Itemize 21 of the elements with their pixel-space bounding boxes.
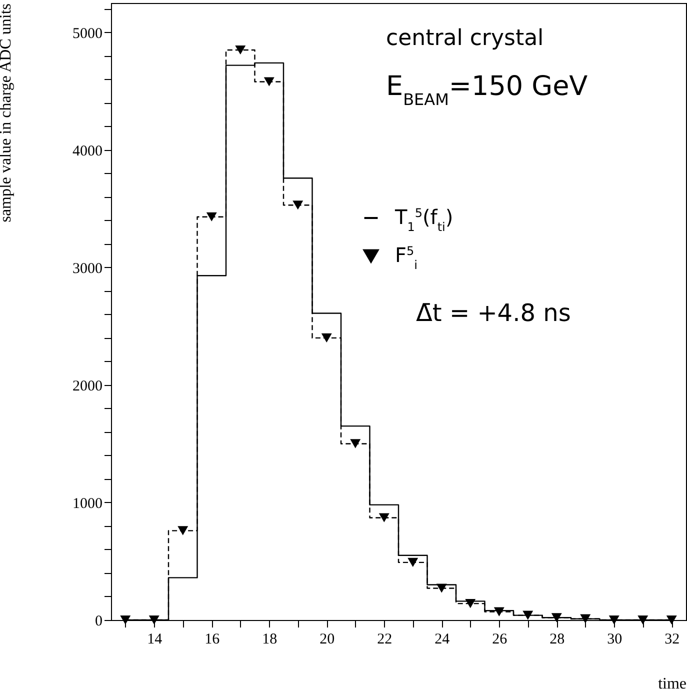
y-tick-label: 1000 (72, 496, 102, 512)
annotation: central crystal (386, 26, 544, 51)
x-tick-label: 16 (204, 632, 220, 648)
x-tick-label: 14 (147, 632, 163, 648)
x-axis-title: time (658, 676, 686, 689)
y-tick-label: 3000 (72, 260, 102, 277)
y-tick-label: 0 (95, 614, 102, 630)
x-tick-label: 28 (550, 632, 565, 648)
y-tick-label: 4000 (72, 143, 102, 160)
x-tick-label: 26 (492, 632, 508, 648)
x-tick-label: 22 (377, 632, 392, 648)
x-tick-label: 24 (434, 632, 450, 648)
y-tick-label: 2000 (72, 378, 102, 394)
annotation: Δ̄t = +4.8 ns (416, 299, 571, 327)
annotation: E$_{BEAM}$=150 GeV (386, 71, 588, 108)
x-tick-label: 32 (664, 632, 680, 648)
x-tick-label: 30 (607, 632, 622, 648)
y-tick-label: 5000 (72, 26, 102, 42)
x-tick-label: 20 (320, 632, 335, 648)
x-tick-label: 18 (262, 632, 278, 648)
legend-label: T$_{1}$$^{5}$(f$_{ti}$) (394, 205, 454, 234)
